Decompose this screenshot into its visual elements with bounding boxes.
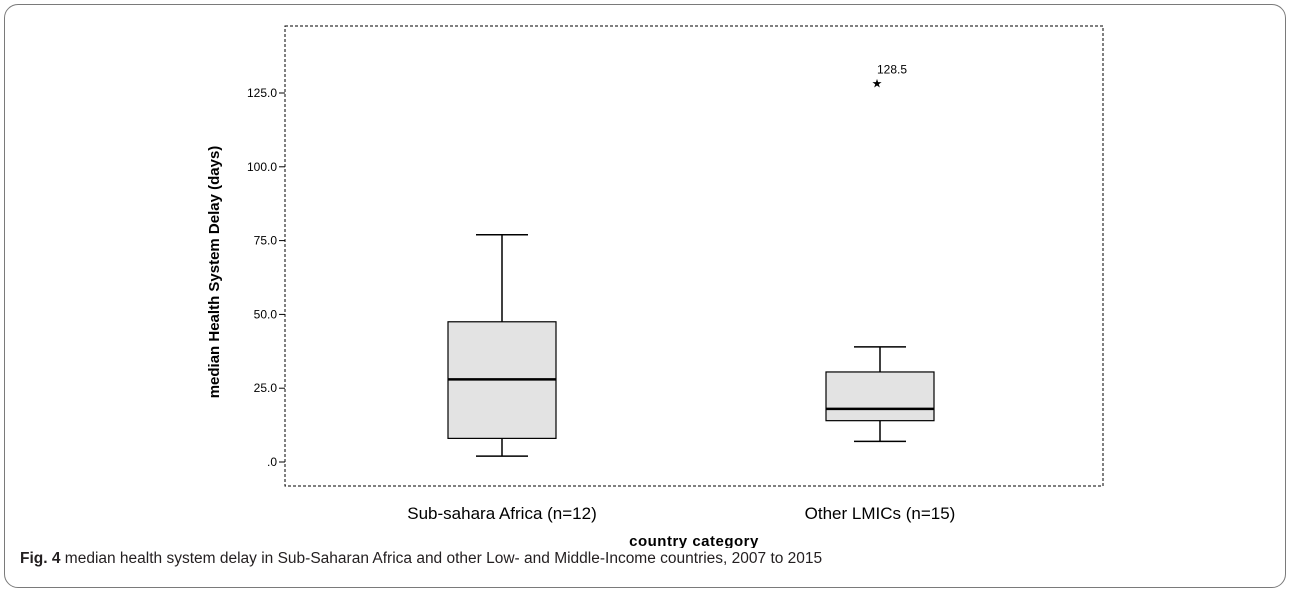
x-tick-label: Other LMICs (n=15) <box>805 504 956 523</box>
y-tick-label: 50.0 <box>254 307 278 321</box>
box-2: ★128.5 <box>825 63 935 443</box>
outlier-star: ★ <box>872 77 883 91</box>
box-1 <box>447 233 557 457</box>
x-tick-label: Sub-sahara Africa (n=12) <box>407 504 596 523</box>
x-axis-title: country category <box>629 533 759 548</box>
box-group: ★128.5 <box>447 63 935 457</box>
iqr-box <box>825 371 935 422</box>
boxplot-chart: .0 25.0 50.0 75.0 100.0 125.0 ★128.5 Sub-saha… <box>206 25 1104 548</box>
y-axis-title: median Health System Delay (days) <box>206 146 223 399</box>
y-tick-label: .0 <box>267 455 277 469</box>
x-axis-tick-labels: Sub-sahara Africa (n=12) Other LMICs (n=1… <box>407 504 955 523</box>
y-axis: .0 25.0 50.0 75.0 100.0 125.0 <box>247 86 285 469</box>
outlier-label: 128.5 <box>877 63 907 77</box>
y-tick-label: 25.0 <box>254 381 278 395</box>
figure-frame <box>4 4 1286 588</box>
figure-caption-text: median health system delay in Sub-Sahara… <box>60 550 823 567</box>
figure-caption: Fig. 4 median health system delay in Sub… <box>20 550 822 568</box>
y-tick-label: 75.0 <box>254 234 278 248</box>
plot-area-border <box>284 25 1104 487</box>
y-tick-label: 125.0 <box>247 86 277 100</box>
figure-label: Fig. 4 <box>20 550 61 567</box>
y-tick-label: 100.0 <box>247 160 277 174</box>
